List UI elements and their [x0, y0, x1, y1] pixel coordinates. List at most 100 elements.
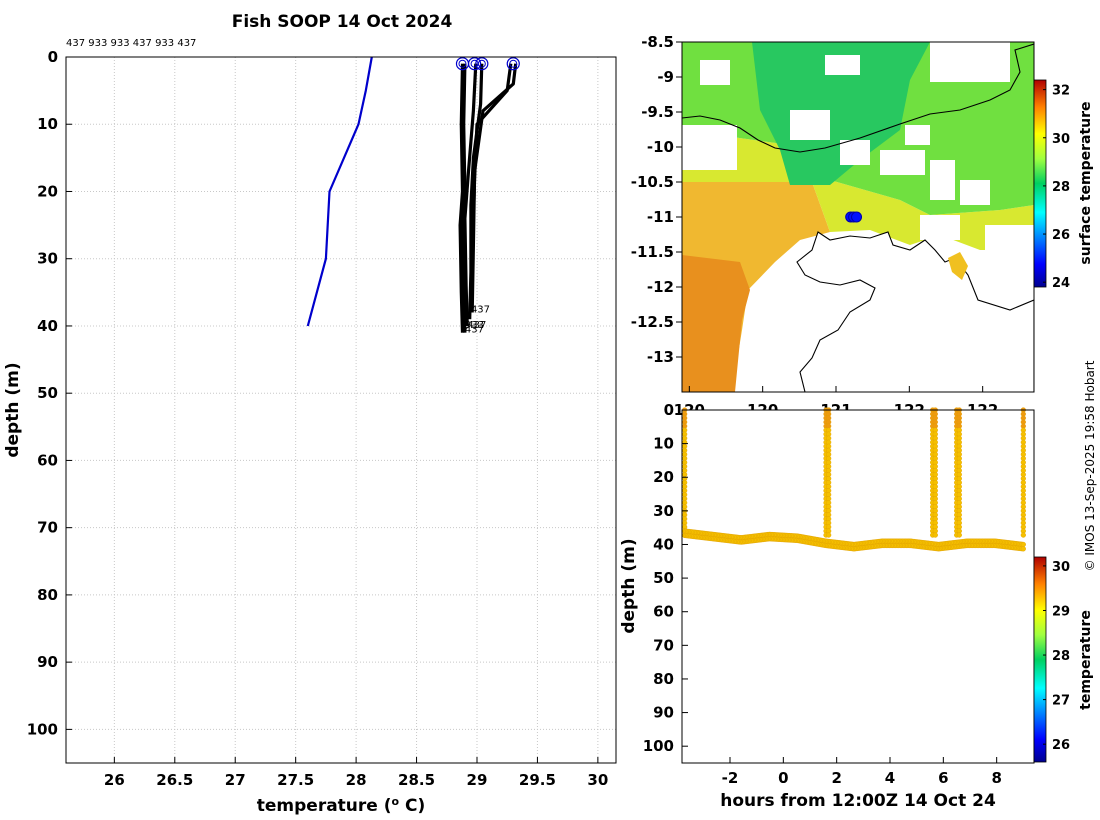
sst-colorbar-tick-label: 28 — [1052, 180, 1070, 195]
cast-start-marker — [509, 59, 518, 68]
profile-ytick-label: 30 — [37, 250, 58, 268]
temp-colorbar-tick-label: 30 — [1052, 560, 1070, 575]
map-ytick-label: -13 — [647, 348, 674, 366]
profile-xtick-label: 28 — [346, 771, 367, 789]
sst-orange-region — [682, 255, 750, 392]
profile-xtick-label: 29.5 — [519, 771, 556, 789]
sst-colorbar-tick-label: 32 — [1052, 84, 1070, 99]
cast-line — [460, 63, 467, 333]
profile-ytick-label: 40 — [37, 317, 58, 335]
temp-colorbar-tick-label: 28 — [1052, 649, 1070, 664]
section-xtick-label: -2 — [722, 769, 739, 787]
map-ytick-label: -11 — [647, 208, 674, 226]
cast-start-marker — [477, 59, 486, 68]
section-ytick-label: 80 — [653, 670, 674, 688]
sst-colorbar — [1033, 79, 1047, 288]
section-ytick-label: 0 — [664, 401, 674, 419]
cast-line — [463, 63, 478, 327]
map-ytick-label: -11.5 — [631, 243, 674, 261]
cast-id-header: 437 933 933 437 933 437 — [66, 38, 196, 49]
section-xtick-label: 6 — [938, 769, 948, 787]
map-ytick-label: -12.5 — [631, 313, 674, 331]
cast-id-annotation: 437 — [467, 320, 486, 331]
sst-cool-region — [752, 42, 930, 185]
section-data-point — [956, 532, 962, 538]
profile-xtick-label: 30 — [587, 771, 608, 789]
map-panel: -8.5-9-9.5-10-10.5-11-11.5-12-12.5-13120… — [631, 33, 1094, 419]
cast-start-marker — [467, 57, 482, 71]
map-ytick-label: -12 — [647, 278, 674, 296]
temp-colorbar-label: temperature — [1078, 610, 1094, 710]
profile-xtick-label: 27 — [225, 771, 246, 789]
credit-text: © IMOS 13-Sep-2025 19:58 Hobart — [1083, 360, 1097, 571]
profile-ytick-label: 80 — [37, 586, 58, 604]
section-data-point — [1020, 532, 1026, 538]
map-ytick-label: -9.5 — [641, 103, 674, 121]
cast-line — [458, 63, 465, 333]
section-data-point — [826, 532, 832, 538]
section-ytick-label: 100 — [643, 737, 674, 755]
sst-colorbar-tick-label: 24 — [1052, 276, 1070, 291]
sst-colorbar-label: surface temperature — [1078, 101, 1094, 264]
vessel-position-marker — [851, 211, 863, 223]
profile-ytick-label: 90 — [37, 653, 58, 671]
section-data-point — [932, 532, 938, 538]
profile-ylabel: depth (m) — [3, 362, 23, 457]
cast-line — [470, 63, 518, 313]
profile-ytick-label: 70 — [37, 519, 58, 537]
section-xlabel: hours from 12:00Z 14 Oct 24 — [720, 791, 996, 811]
profile-ytick-label: 0 — [48, 48, 58, 66]
cast-id-annotation: 933 — [465, 320, 484, 331]
profile-xlabel: temperature (o C) — [257, 795, 426, 816]
cast-start-marker — [458, 59, 467, 68]
profile-xtick-label: 27.5 — [277, 771, 314, 789]
land-mass — [796, 231, 1034, 392]
profile-xtick-label: 28.5 — [398, 771, 435, 789]
section-ytick-label: 30 — [653, 502, 674, 520]
temp-colorbar-tick-label: 26 — [1052, 738, 1070, 753]
map-ytick-label: -9 — [657, 68, 674, 86]
section-ytick-label: 50 — [653, 569, 674, 587]
section-ytick-label: 40 — [653, 535, 674, 553]
section-ytick-label: 10 — [653, 435, 674, 453]
section-ytick-label: 90 — [653, 704, 674, 722]
section-xtick-label: 0 — [778, 769, 788, 787]
profile-xtick-label: 29 — [467, 771, 488, 789]
coastline-north — [682, 43, 1034, 153]
map-ytick-label: -10 — [647, 138, 674, 156]
profile-ytick-label: 20 — [37, 182, 58, 200]
section-ytick-label: 20 — [653, 468, 674, 486]
profile-ytick-label: 60 — [37, 451, 58, 469]
section-xtick-label: 8 — [991, 769, 1001, 787]
map-ytick-label: -8.5 — [641, 33, 674, 51]
cast-start-marker — [475, 57, 489, 71]
section-data-point — [1020, 541, 1026, 548]
vessel-track — [845, 211, 863, 223]
section-data-point — [1020, 546, 1026, 552]
cast-start-marker — [506, 57, 520, 71]
cast-id-annotation: 437 — [471, 305, 490, 316]
temp-colorbar-tick-label: 29 — [1052, 604, 1070, 619]
profile-xtick-label: 26.5 — [156, 771, 193, 789]
climatology-line — [306, 56, 373, 327]
profile-ytick-label: 100 — [27, 720, 58, 738]
cast-id-annotation: 437 — [465, 325, 484, 336]
warm-patch — [948, 252, 968, 280]
map-ytick-label: -10.5 — [631, 173, 674, 191]
figure-title: Fish SOOP 14 Oct 2024 — [232, 12, 453, 32]
profile-ytick-label: 10 — [37, 115, 58, 133]
section-ytick-label: 60 — [653, 603, 674, 621]
sst-colorbar-tick-label: 26 — [1052, 228, 1070, 243]
profile-ytick-label: 50 — [37, 384, 58, 402]
temp-colorbar — [1033, 556, 1047, 763]
temp-colorbar-tick-label: 27 — [1052, 694, 1070, 709]
profile-xtick-label: 26 — [104, 771, 125, 789]
section-xtick-label: 4 — [885, 769, 895, 787]
section-ylabel: depth (m) — [619, 538, 639, 633]
sst-colorbar-tick-label: 30 — [1052, 132, 1070, 147]
section-ytick-label: 70 — [653, 636, 674, 654]
section-xtick-label: 2 — [831, 769, 841, 787]
